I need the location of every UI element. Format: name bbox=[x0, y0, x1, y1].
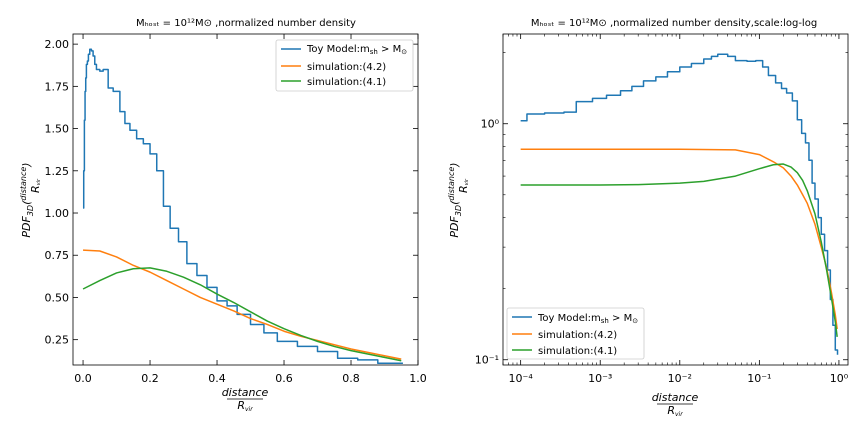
chart-right-xlabel: distance Rvir bbox=[652, 391, 699, 418]
svg-text:Rvir: Rvir bbox=[457, 178, 470, 193]
left-ytick-label: 1.75 bbox=[45, 80, 70, 93]
chart-right-ticks: 10⁻⁴ 10⁻³ 10⁻² 10⁻¹ 10⁰ 10⁻¹ 10⁰ bbox=[475, 34, 849, 385]
left-ytick-label: 1.50 bbox=[45, 123, 70, 136]
legend-right-sim41-label: simulation:(4.1) bbox=[538, 346, 617, 357]
svg-text:PDF3D(distance): PDF3D(distance) bbox=[19, 162, 35, 237]
svg-text:Rvir: Rvir bbox=[667, 404, 683, 418]
legend-left-sim42-label: simulation:(4.2) bbox=[307, 62, 386, 73]
chart-right-plot-frame bbox=[502, 33, 849, 366]
legend-right-toy-label: Toy Model:msh > M⊙ bbox=[537, 313, 638, 325]
chart-right-ylabel: PDF3D(distance) Rvir bbox=[447, 162, 470, 237]
left-xtick-label: 0.6 bbox=[275, 372, 293, 385]
left-series-simulation-4-2-line bbox=[83, 249, 402, 360]
left-xtick-label: 0.0 bbox=[74, 372, 92, 385]
chart-left-ylabel: PDF3D(distance) Rvir bbox=[19, 162, 42, 237]
left-xtick-label: 0.4 bbox=[208, 372, 226, 385]
svg-text:Rvir: Rvir bbox=[237, 399, 253, 413]
right-series-simulation-4-2-line bbox=[520, 148, 838, 330]
svg-text:Rvir: Rvir bbox=[29, 178, 42, 193]
left-ytick-label: 0.50 bbox=[45, 291, 70, 304]
left-xtick-label: 0.2 bbox=[141, 372, 159, 385]
legend-left-sim41-label: simulation:(4.1) bbox=[307, 77, 386, 88]
left-xtick-label: 1.0 bbox=[409, 372, 427, 385]
left-ytick-label: 0.75 bbox=[45, 249, 70, 262]
chart-left-plot-frame bbox=[72, 33, 419, 366]
chart-left-title: Mₕₒₛₜ = 10¹²M⊙ ,normalized number densit… bbox=[136, 18, 356, 29]
left-ytick-label: 1.00 bbox=[45, 207, 70, 220]
svg-text:distance: distance bbox=[222, 386, 269, 399]
left-ytick-label: 1.25 bbox=[45, 165, 70, 178]
left-xtick-label: 0.8 bbox=[342, 372, 360, 385]
left-ytick-label: 0.25 bbox=[45, 334, 70, 347]
legend-left-toy-label: Toy Model:msh > M⊙ bbox=[306, 44, 407, 56]
chart-left: Mₕₒₛₜ = 10¹²M⊙ ,normalized number densit… bbox=[19, 18, 427, 413]
svg-text:PDF3D(distance): PDF3D(distance) bbox=[447, 162, 463, 237]
right-xtick-label: 10⁰ bbox=[830, 372, 849, 385]
chart-left-series bbox=[82, 48, 403, 365]
chart-right-series bbox=[520, 53, 839, 355]
svg-text:distance: distance bbox=[652, 391, 699, 404]
left-ytick-label: 2.00 bbox=[45, 38, 70, 51]
right-series-toy-model-line bbox=[520, 53, 839, 355]
chart-left-ticks: 0.0 0.2 0.4 0.6 0.8 1.0 0.25 0.50 0.75 1.00 1.25 1.… bbox=[45, 34, 427, 385]
right-xtick-label: 10⁻⁴ bbox=[509, 372, 534, 385]
legend-right-sim42-label: simulation:(4.2) bbox=[538, 330, 617, 341]
left-series-toy-model-line bbox=[82, 48, 403, 365]
right-ytick-label: 10⁻¹ bbox=[475, 354, 499, 367]
right-series-simulation-4-1-line bbox=[520, 163, 838, 337]
chart-left-xlabel: distance Rvir bbox=[222, 386, 269, 413]
chart-right-title: Mₕₒₛₜ = 10¹²M⊙ ,normalized number densit… bbox=[531, 18, 817, 29]
left-series-simulation-4-1-line bbox=[82, 267, 402, 362]
right-ytick-label: 10⁰ bbox=[481, 118, 500, 131]
right-xtick-label: 10⁻¹ bbox=[747, 372, 771, 385]
right-xtick-label: 10⁻² bbox=[668, 372, 692, 385]
right-xtick-label: 10⁻³ bbox=[588, 372, 612, 385]
chart-left-legend: Toy Model:msh > M⊙ simulation:(4.2) simu… bbox=[275, 39, 414, 92]
chart-right-legend: Toy Model:msh > M⊙ simulation:(4.2) simu… bbox=[506, 307, 645, 360]
chart-right: Mₕₒₛₜ = 10¹²M⊙ ,normalized number densit… bbox=[447, 18, 849, 418]
